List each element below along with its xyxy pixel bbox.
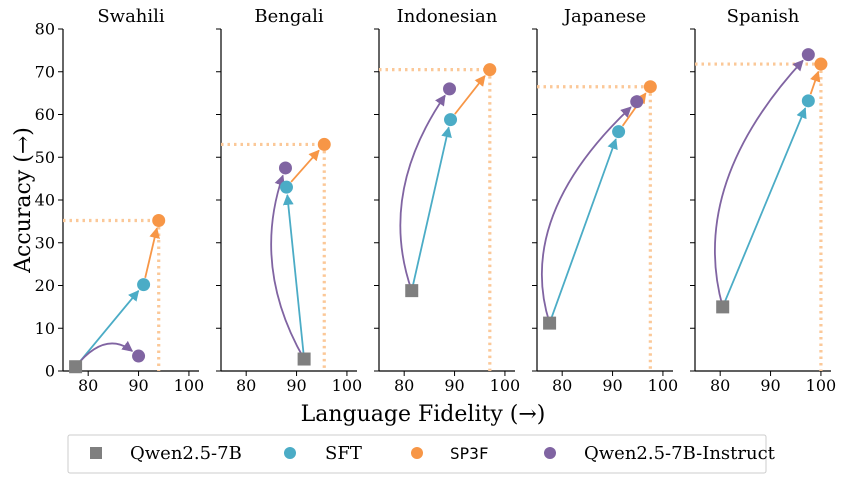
x-tick-label: 90 — [760, 376, 780, 395]
point-qwen2.5-7b-instruct — [630, 95, 644, 109]
legend-marker-qwen2-5-7b-instruct — [544, 447, 556, 459]
y-tick-label: 50 — [35, 148, 55, 167]
legend-label-qwen2-5-7b: Qwen2.5-7B — [130, 443, 242, 464]
y-tick-label: 40 — [35, 191, 55, 210]
x-tick-label: 90 — [602, 376, 622, 395]
point-qwen2.5-7b — [69, 360, 83, 374]
arrow-base-to-sft — [282, 194, 305, 356]
point-qwen2.5-7b — [297, 352, 311, 366]
point-sp3f — [483, 63, 497, 77]
panel-bengali: Bengali 80 90 100 — [216, 6, 362, 395]
x-tick-label: 80 — [394, 376, 414, 395]
legend: Qwen2.5-7B SFT SP3F Qwen2.5-7B-Instruct — [67, 434, 776, 474]
panel-title: Swahili — [97, 6, 165, 27]
legend-marker-qwen2-5-7b — [90, 447, 102, 459]
panel-title: Bengali — [254, 6, 323, 27]
panel-title: Japanese — [562, 6, 646, 27]
panels-layer: Swahili 0 10 20 30 40 50 60 70 80 80 90 100 Bengali 80… — [35, 6, 837, 395]
x-tick-label: 80 — [236, 376, 256, 395]
arrow-sft-to-sp3f — [144, 227, 160, 279]
point-qwen2.5-7b-instruct — [278, 161, 292, 175]
point-sp3f — [317, 137, 331, 151]
arrow-sft-to-sp3f — [454, 75, 486, 115]
point-qwen2.5-7b — [716, 300, 730, 314]
point-qwen2.5-7b — [543, 316, 557, 330]
x-tick-label: 90 — [286, 376, 306, 395]
panel-title: Spanish — [727, 6, 800, 27]
x-tick-label: 100 — [332, 376, 363, 395]
legend-marker-sft — [284, 447, 296, 459]
point-sft — [444, 113, 458, 127]
x-tick-label: 100 — [174, 376, 205, 395]
y-tick-label: 0 — [45, 362, 55, 381]
y-tick-label: 80 — [35, 20, 55, 39]
panel-swahili: Swahili 0 10 20 30 40 50 60 70 80 80 90 100 — [35, 6, 205, 395]
arrow-sft-to-sp3f — [290, 149, 320, 183]
arrow-base-to-sft — [77, 289, 140, 365]
arrow-base-to-instruct — [540, 106, 632, 324]
y-tick-label: 30 — [35, 233, 55, 252]
x-tick-label: 90 — [128, 376, 148, 395]
point-sft — [137, 278, 151, 292]
point-sp3f — [643, 80, 657, 94]
y-tick-label: 20 — [35, 276, 55, 295]
arrow-base-to-instruct — [714, 59, 804, 308]
y-axis-label: Accuracy (→) — [11, 127, 36, 274]
x-axis-label: Language Fidelity (→) — [301, 402, 546, 427]
x-tick-label: 100 — [490, 376, 521, 395]
arrow-base-to-instruct — [270, 174, 305, 360]
x-tick-label: 80 — [710, 376, 730, 395]
point-sp3f — [814, 57, 828, 71]
point-qwen2.5-7b-instruct — [132, 349, 146, 363]
x-tick-label: 90 — [444, 376, 464, 395]
arrow-base-to-sft — [411, 126, 452, 287]
panel-japanese: Japanese 80 90 100 — [532, 6, 678, 395]
arrow-base-to-sft — [723, 107, 807, 304]
legend-marker-sp3f — [411, 447, 423, 459]
y-tick-label: 70 — [35, 62, 55, 81]
point-sft — [612, 125, 626, 139]
x-tick-label: 100 — [806, 376, 837, 395]
point-qwen2.5-7b — [405, 284, 419, 298]
arrow-base-to-instruct — [399, 94, 446, 291]
legend-label-qwen2-5-7b-instruct: Qwen2.5-7B-Instruct — [584, 443, 776, 464]
x-tick-label: 80 — [552, 376, 572, 395]
panel-title: Indonesian — [397, 6, 498, 27]
arrow-base-to-sft — [550, 138, 618, 320]
point-qwen2.5-7b-instruct — [801, 48, 815, 62]
legend-label-sp3f: SP3F — [450, 444, 489, 463]
x-tick-label: 80 — [78, 376, 98, 395]
point-sft — [801, 94, 815, 108]
panel-indonesian: Indonesian 80 90 100 — [374, 6, 520, 395]
y-tick-label: 60 — [35, 105, 55, 124]
point-sft — [279, 180, 293, 194]
y-tick-label: 10 — [35, 319, 55, 338]
x-tick-label: 100 — [648, 376, 679, 395]
arrow-sft-to-sp3f — [809, 70, 821, 95]
panel-spanish: Spanish 80 90 100 — [690, 6, 836, 395]
legend-label-sft: SFT — [325, 443, 362, 464]
point-qwen2.5-7b-instruct — [443, 82, 457, 96]
point-sp3f — [152, 214, 166, 228]
